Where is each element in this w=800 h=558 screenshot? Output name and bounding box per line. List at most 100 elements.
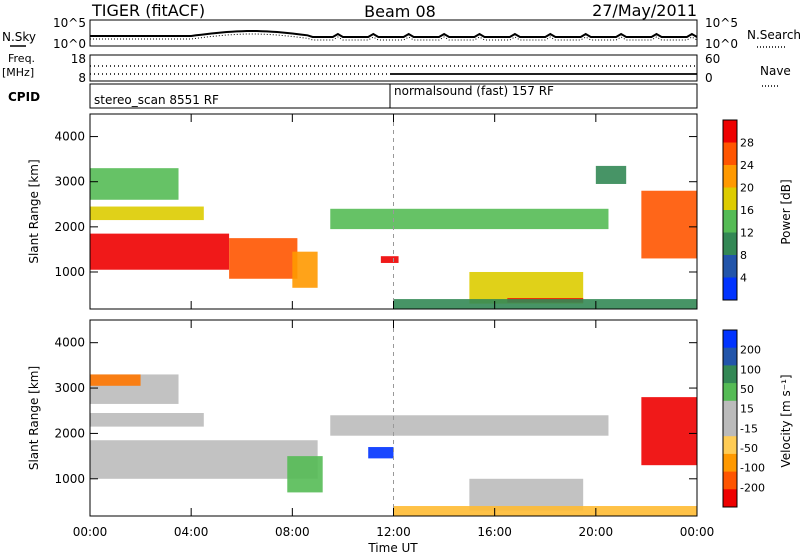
nave-tick-bottom: 0 <box>705 71 713 85</box>
colorbar-swatch <box>723 418 737 437</box>
y-tick-label: 1000 <box>54 265 85 279</box>
colorbar-swatch <box>723 120 737 143</box>
data-band <box>469 478 584 511</box>
y-tick-label: 4000 <box>54 336 85 350</box>
colorbar-label: Velocity [m s⁻¹] <box>779 374 793 467</box>
data-band <box>90 374 141 386</box>
x-tick-label: 00:00 <box>680 525 715 539</box>
noise-right-tick-bottom: 10^0 <box>705 37 738 51</box>
colorbar-swatch <box>723 255 737 278</box>
cpid-label: CPID <box>8 90 40 104</box>
data-band <box>90 168 179 200</box>
colorbar-tick-label: -100 <box>740 462 765 475</box>
x-tick-label: 12:00 <box>376 525 411 539</box>
data-band <box>90 413 204 427</box>
colorbar-tick-label: -200 <box>740 481 765 494</box>
freq-tick-bottom: 8 <box>78 71 86 85</box>
x-axis: 00:00 04:00 08:00 12:00 16:00 20:00 00:00 <box>73 525 715 539</box>
noise-left-tick-top: 10^5 <box>53 16 86 30</box>
x-tick-label: 04:00 <box>174 525 209 539</box>
colorbar-frame <box>722 119 738 301</box>
colorbar-tick-label: 200 <box>740 344 761 357</box>
noise-search-line <box>90 33 698 41</box>
cpid-panel-frame <box>89 83 698 109</box>
cpid-panel: CPID stereo_scan 8551 RF normalsound (fa… <box>8 83 698 109</box>
noise-panel-frame <box>89 19 698 47</box>
noise-sky-label: N.Sky <box>2 30 36 44</box>
x-axis-title: Time UT <box>367 541 418 554</box>
colorbar-tick-label: 28 <box>740 137 754 150</box>
nave-label: Nave <box>760 64 791 78</box>
colorbar-swatch <box>723 400 737 419</box>
colorbar-tick-label: 24 <box>740 159 754 172</box>
colorbar-swatch <box>723 232 737 256</box>
colorbar-tick-label: 16 <box>740 204 754 217</box>
colorbar-frame <box>722 329 738 508</box>
colorbar-swatch <box>723 165 737 188</box>
colorbar-tick-label: 20 <box>740 182 754 195</box>
data-band <box>292 251 318 288</box>
x-tick-label: 20:00 <box>579 525 614 539</box>
colorbar-swatch <box>723 453 737 473</box>
x-tick-label: 08:00 <box>275 525 310 539</box>
colorbar-tick-label: 4 <box>740 272 747 285</box>
colorbar-swatch <box>723 187 737 211</box>
y-tick-label: 2000 <box>54 426 85 440</box>
colorbar-swatch <box>723 436 737 455</box>
y-axis-label: Slant Range [km] <box>27 366 41 470</box>
frequency-panel: Freq. [MHz] 18 8 60 0 Nave <box>2 52 791 87</box>
velocity-panel: 1000 2000 3000 4000 Slant Range [km] 200 100 50… <box>27 319 793 517</box>
noise-sky-line <box>90 30 698 38</box>
data-band <box>90 206 204 221</box>
power-panel: 1000 2000 3000 4000 Slant Range [km] 28 24 20 16… <box>27 113 793 310</box>
colorbar-tick-label: 8 <box>740 249 747 262</box>
y-tick-label: 1000 <box>54 472 85 486</box>
colorbar-tick-label: -50 <box>740 442 758 455</box>
noise-left-tick-bottom: 10^0 <box>53 37 86 51</box>
radar-title: TIGER (fitACF) <box>91 1 205 20</box>
colorbar-tick-label: 15 <box>740 403 754 416</box>
beam-label: Beam 08 <box>364 2 436 21</box>
data-band <box>229 238 298 279</box>
colorbar-tick-label: 100 <box>740 363 761 376</box>
x-tick-label: 00:00 <box>73 525 108 539</box>
colorbar-label: Power [dB] <box>779 179 793 244</box>
data-band <box>641 397 697 466</box>
frequency-panel-frame <box>89 54 698 82</box>
noise-search-label: N.Search <box>747 28 800 42</box>
data-band <box>595 165 627 184</box>
y-tick-label: 2000 <box>54 220 85 234</box>
data-band <box>393 299 697 309</box>
data-band <box>368 447 394 459</box>
freq-label-1: Freq. <box>8 52 35 65</box>
colorbar-swatch <box>723 277 737 301</box>
data-band <box>380 256 399 263</box>
colorbar-swatch <box>723 383 737 402</box>
colorbar-tick-label: 50 <box>740 383 754 396</box>
data-band <box>330 415 609 436</box>
colorbar-swatch <box>723 142 737 166</box>
y-tick-label: 4000 <box>54 130 85 144</box>
colorbar-swatch <box>723 471 737 490</box>
y-tick-label: 3000 <box>54 381 85 395</box>
y-tick-label: 3000 <box>54 175 85 189</box>
data-band <box>90 233 230 270</box>
colorbar-swatch <box>723 489 737 508</box>
cpid-mode-2: normalsound (fast) 157 RF <box>394 84 554 98</box>
date-label: 27/May/2011 <box>592 1 697 20</box>
y-axis-label: Slant Range [km] <box>27 159 41 263</box>
data-band <box>641 190 697 259</box>
data-band <box>90 440 318 479</box>
freq-tick-top: 18 <box>71 52 86 66</box>
nave-tick-top: 60 <box>705 52 720 66</box>
data-band <box>287 456 323 493</box>
colorbar-swatch <box>723 347 737 366</box>
colorbar-swatch <box>723 365 737 384</box>
colorbar-tick-label: -15 <box>740 422 758 435</box>
noise-panel: N.Sky 10^5 10^0 10^5 10^0 N.Search <box>2 16 800 51</box>
colorbar-tick-label: 12 <box>740 227 754 240</box>
colorbar-swatch <box>723 210 737 233</box>
x-tick-label: 16:00 <box>477 525 512 539</box>
